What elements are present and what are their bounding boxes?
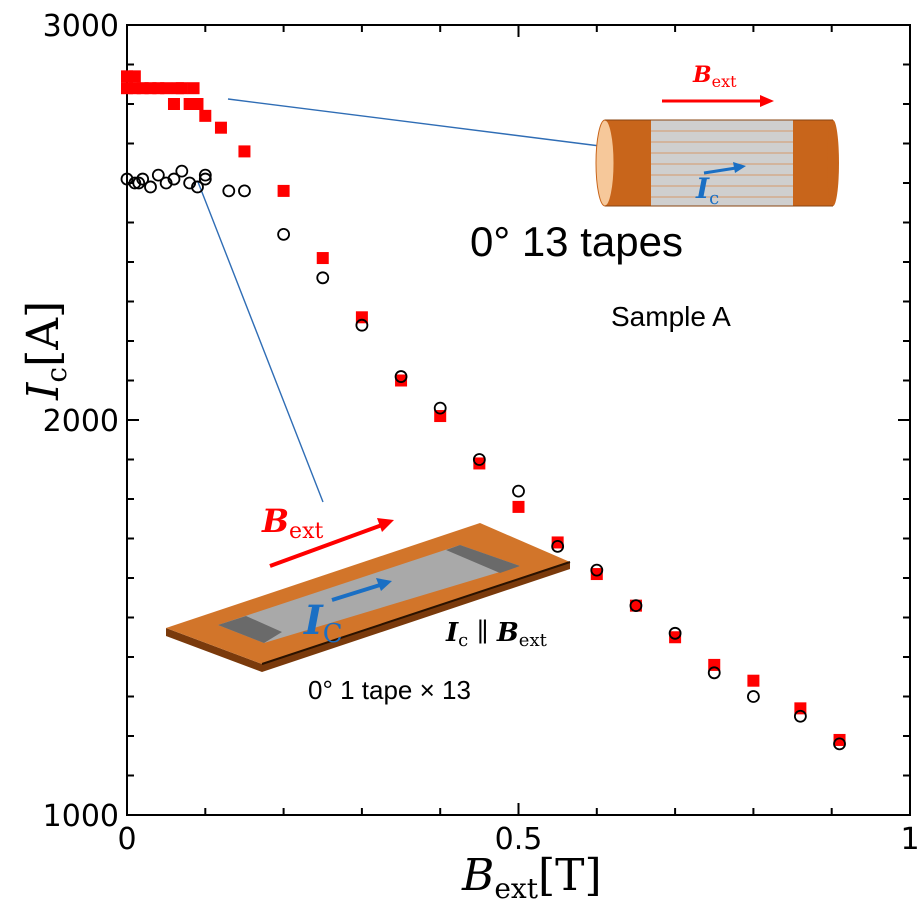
y-tick-labels: 1000 2000 3000 — [43, 9, 119, 834]
open-circle-point — [151, 168, 165, 182]
open-circle-point — [238, 184, 251, 198]
cylinder-right-cap — [793, 120, 833, 206]
open-circle-point — [833, 737, 846, 751]
open-circle-point — [629, 599, 643, 613]
cylinder-stripes — [651, 130, 793, 198]
parallel-relation-label: Ic ∥ Bext — [445, 618, 548, 651]
y-tick-label: 2000 — [43, 404, 119, 439]
open-circle-point — [433, 401, 447, 415]
x-tick-label: 0 — [117, 822, 136, 857]
tape-edge — [261, 561, 571, 665]
cylinder-inset: Bext Ic 0° 13 tapes Sample A — [227, 62, 839, 332]
open-circle-point — [175, 164, 189, 178]
open-circle-point — [198, 172, 212, 186]
tape-contact-left — [218, 616, 282, 643]
current-arrow-top — [703, 166, 737, 175]
tape-superconductor — [218, 545, 520, 643]
x-tick-labels: 0 0.5 1 — [117, 822, 919, 857]
red-square-point — [214, 121, 227, 134]
y-axis-title: Ic[A] — [18, 301, 73, 401]
bfield-arrow-bottom — [269, 523, 383, 568]
red-square-point — [629, 599, 642, 612]
leader-line-bottom — [197, 181, 324, 503]
red-square-point — [669, 631, 682, 644]
axis-ticks — [126, 24, 911, 816]
open-circle-point — [590, 563, 604, 577]
open-circle-point — [128, 176, 142, 190]
current-arrowhead-bottom — [376, 578, 392, 591]
leader-line-top — [227, 98, 601, 147]
open-circle-point — [394, 370, 408, 383]
y-tick-label: 3000 — [43, 9, 119, 44]
inset-title-13-tapes: 0° 13 tapes — [470, 218, 683, 265]
red-square-point — [167, 98, 180, 110]
open-circle-point — [316, 271, 330, 285]
red-square-point — [551, 536, 564, 549]
open-circle-point — [472, 453, 486, 466]
red-square-point — [277, 184, 290, 197]
open-circle-point — [136, 172, 150, 186]
open-circle-point — [144, 180, 157, 194]
red-square-point — [187, 82, 200, 95]
red-square-point — [238, 145, 251, 158]
red-square-point — [590, 568, 603, 581]
open-circle-point — [707, 666, 721, 680]
open-circle-point — [668, 626, 682, 640]
open-circle-point — [167, 172, 181, 186]
open-circle-point — [120, 172, 134, 186]
red-square-point — [175, 82, 188, 95]
current-label-top: Ic — [695, 172, 719, 209]
open-circle-point — [191, 180, 204, 194]
red-square-point — [833, 733, 846, 746]
red-square-point — [473, 457, 486, 470]
data-points — [120, 70, 846, 751]
open-circle-point — [159, 176, 173, 190]
red-square-point — [316, 252, 329, 265]
open-circle-point — [183, 176, 197, 190]
red-square-point — [512, 500, 525, 513]
open-circle-point — [355, 318, 369, 332]
red-square-point — [199, 109, 212, 122]
cylinder-body — [651, 120, 793, 206]
cylinder-right-end — [827, 120, 839, 206]
open-circle-point — [222, 184, 236, 198]
open-circle-point — [512, 484, 525, 498]
current-arrowhead-top — [733, 162, 746, 173]
bfield-arrowhead-top — [760, 95, 774, 107]
open-circle-point — [551, 540, 565, 553]
bfield-label-bottom: Bext — [261, 502, 323, 544]
red-square-point — [191, 98, 204, 110]
x-tick-label: 1 — [900, 822, 919, 857]
red-square-point — [128, 70, 141, 83]
open-circle-point — [747, 690, 760, 703]
x-axis-title: Bext[T] — [461, 850, 602, 902]
cylinder-left-face — [595, 119, 615, 207]
open-circle-point — [793, 709, 807, 723]
tape-inset: Bext IC Ic ∥ Bext 0° 1 tape × 13 — [166, 181, 571, 705]
bfield-arrowhead-bottom — [377, 518, 394, 532]
open-circle-point — [277, 227, 291, 241]
sample-label: Sample A — [611, 301, 731, 332]
bfield-label-top: Bext — [692, 62, 737, 91]
open-circle-point — [132, 176, 146, 190]
current-label-bottom: IC — [303, 597, 343, 649]
tape-caption: 0° 1 tape × 13 — [308, 675, 471, 705]
current-arrow-bottom — [331, 583, 381, 602]
tape-contact-right — [446, 545, 520, 573]
red-square-point — [747, 674, 760, 687]
x-tick-label: 0.5 — [495, 822, 543, 857]
open-circle-point — [198, 168, 212, 182]
y-tick-label: 1000 — [43, 799, 119, 834]
red-square-point — [395, 374, 408, 387]
red-square-point — [160, 82, 173, 95]
